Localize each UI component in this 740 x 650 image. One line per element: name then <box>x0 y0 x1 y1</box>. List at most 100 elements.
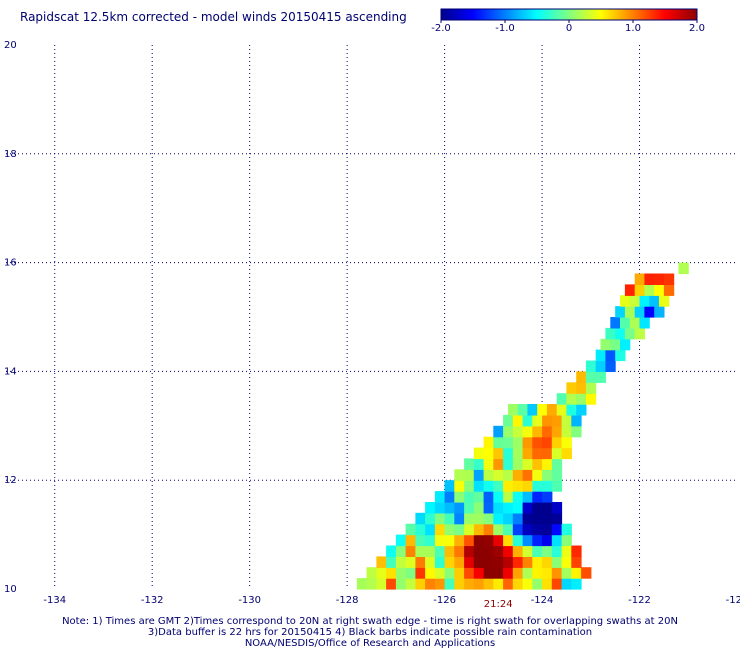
heatmap-cell <box>624 327 636 340</box>
heatmap-cell <box>483 491 494 503</box>
heatmap-cell <box>503 491 514 503</box>
heatmap-cell <box>425 578 436 590</box>
heatmap-cell <box>605 360 616 372</box>
heatmap-cell <box>464 480 475 492</box>
heatmap-cell <box>444 556 455 568</box>
heatmap-cell <box>415 567 426 579</box>
heatmap-cell <box>644 284 655 296</box>
heatmap-cell <box>493 469 504 481</box>
heatmap-cell <box>503 425 514 438</box>
heatmap-cell <box>473 512 485 525</box>
heatmap-cell <box>532 523 543 536</box>
heatmap-cell <box>542 480 553 492</box>
heatmap-cell <box>415 534 426 547</box>
x-tick-label: -120 <box>726 595 740 606</box>
heatmap-cell <box>512 502 524 514</box>
heatmap-cell <box>512 491 524 503</box>
y-tick-label: 12 <box>4 475 17 486</box>
heatmap-cell <box>483 512 494 525</box>
heatmap-cell <box>522 534 533 547</box>
heatmap-cell <box>571 578 582 590</box>
heatmap-cell <box>503 545 514 557</box>
heatmap-cell <box>454 578 465 590</box>
heatmap-cell <box>483 502 494 514</box>
heatmap-cell <box>522 436 533 449</box>
heatmap-cell <box>483 447 494 460</box>
heatmap-cell <box>395 578 407 590</box>
heatmap-cell <box>522 502 533 514</box>
heatmap-cell <box>532 534 543 547</box>
heatmap-cell <box>434 512 446 525</box>
heatmap-cell <box>571 556 582 568</box>
heatmap-cell <box>542 436 553 449</box>
heatmap-cell <box>454 534 465 547</box>
heatmap-cell <box>434 534 446 547</box>
heatmap-cell <box>532 545 543 557</box>
heatmap-cell <box>473 578 485 590</box>
heatmap-cell <box>542 425 553 438</box>
heatmap-cell <box>454 491 465 503</box>
heatmap-cell <box>464 523 475 536</box>
x-tick-label: -128 <box>336 595 359 606</box>
heatmap-cell <box>512 512 524 525</box>
heatmap-cell <box>634 273 645 285</box>
heatmap-cell <box>395 567 407 579</box>
heatmap-cell <box>512 556 524 568</box>
heatmap-cell <box>508 404 519 416</box>
heatmap-cell <box>615 306 626 318</box>
heatmap-cell <box>425 512 436 525</box>
heatmap-cell <box>624 284 636 296</box>
heatmap-cell <box>542 567 553 579</box>
heatmap-cell <box>464 458 475 470</box>
heatmap-cell <box>542 447 553 460</box>
heatmap-cell <box>556 393 567 405</box>
heatmap-cell <box>483 480 494 492</box>
heatmap-cell <box>493 502 504 514</box>
x-tick-label: -134 <box>43 595 66 606</box>
heatmap-cell <box>434 578 446 590</box>
heatmap-cell <box>454 512 465 525</box>
heatmap-cell <box>532 414 543 427</box>
heatmap-cell <box>532 502 543 514</box>
heatmap-cell <box>571 545 582 557</box>
heatmap-cell <box>551 534 563 547</box>
heatmap-cell <box>522 480 533 492</box>
heatmap-cell <box>434 556 446 568</box>
heatmap-cell <box>542 534 553 547</box>
heatmap-cell <box>551 425 563 438</box>
heatmap-cell <box>473 556 485 568</box>
heatmap-cell <box>473 567 485 579</box>
heatmap-cell <box>415 545 426 557</box>
heatmap-cell <box>425 534 436 547</box>
heatmap-cell <box>576 382 587 394</box>
heatmap-cell <box>444 523 455 536</box>
heatmap-cell <box>629 317 641 329</box>
x-tick-label: -122 <box>628 595 651 606</box>
heatmap-cell <box>493 447 504 460</box>
heatmap-cell <box>425 567 436 579</box>
heatmap-cell <box>454 567 465 579</box>
heatmap-cell <box>512 414 524 427</box>
footnote-line-1: Note: 1) Times are GMT 2)Times correspon… <box>62 616 678 627</box>
heatmap-cell <box>561 436 572 449</box>
heatmap-cell <box>503 480 514 492</box>
heatmap-cell <box>571 414 582 427</box>
heatmap-cell <box>473 491 485 503</box>
heatmap-cell <box>561 425 572 438</box>
heatmap-cell <box>493 436 504 449</box>
heatmap-cell <box>473 469 485 481</box>
heatmap-cell <box>473 534 485 547</box>
heatmap-cell <box>566 404 577 416</box>
heatmap-cell <box>585 382 597 394</box>
heatmap-cell <box>512 480 524 492</box>
heatmap-cell <box>654 306 665 318</box>
swath-time-label: 21:24 <box>484 599 513 610</box>
heatmap-cell <box>512 425 524 438</box>
heatmap-cell <box>532 491 543 503</box>
heatmap-cell <box>551 545 563 557</box>
heatmap-cell <box>542 414 553 427</box>
heatmap-cell <box>395 545 407 557</box>
heatmap-cell <box>532 480 543 492</box>
y-tick-label: 20 <box>4 40 17 51</box>
heatmap-cell <box>522 414 533 427</box>
